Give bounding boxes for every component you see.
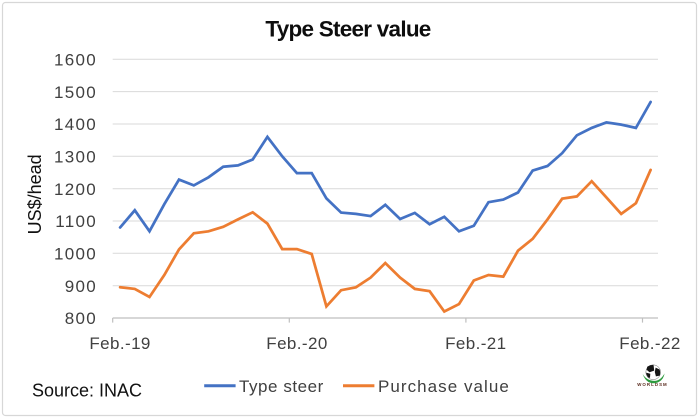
svg-text:1600: 1600 (54, 51, 97, 70)
svg-text:Source: INAC: Source: INAC (32, 381, 142, 401)
svg-text:900: 900 (65, 277, 97, 296)
svg-text:Feb.-21: Feb.-21 (445, 334, 506, 353)
svg-text:Feb.-20: Feb.-20 (266, 334, 327, 353)
svg-text:1200: 1200 (54, 180, 97, 199)
svg-text:Purchase value: Purchase value (378, 377, 510, 396)
svg-text:US$/head: US$/head (25, 154, 45, 234)
svg-text:1100: 1100 (55, 212, 97, 231)
svg-text:1300: 1300 (54, 148, 97, 167)
svg-text:WORLDSM: WORLDSM (637, 382, 668, 387)
svg-text:Type steer: Type steer (239, 377, 324, 396)
svg-text:Feb.-22: Feb.-22 (619, 334, 680, 353)
svg-text:Feb.-19: Feb.-19 (89, 334, 150, 353)
svg-text:1500: 1500 (54, 83, 97, 102)
svg-text:1000: 1000 (54, 245, 97, 264)
svg-text:800: 800 (65, 309, 97, 328)
svg-text:Type Steer value: Type Steer value (265, 16, 430, 41)
svg-text:1400: 1400 (54, 115, 97, 134)
